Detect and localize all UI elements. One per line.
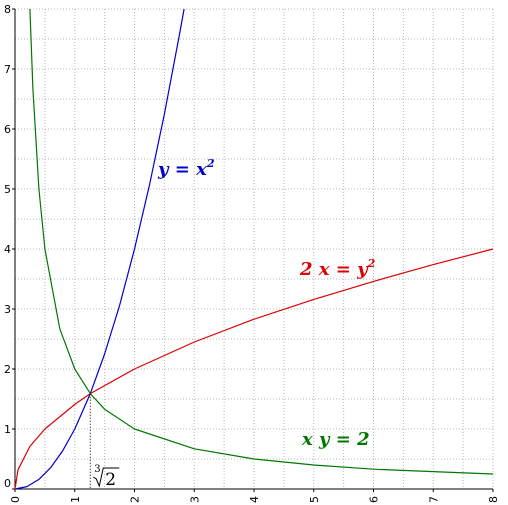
x-tick-label: 7 xyxy=(427,496,440,503)
y-tick-label: 6 xyxy=(4,123,11,136)
y-tick-label: 1 xyxy=(4,423,11,436)
series-line-0 xyxy=(14,8,185,490)
x-tick-label: 6 xyxy=(368,496,381,503)
series-label-exponent: 2 xyxy=(367,257,376,270)
x-tick-label: 5 xyxy=(308,496,321,503)
curves xyxy=(14,8,494,490)
cbrt-index: 3 xyxy=(94,464,100,475)
y-tick-label: 3 xyxy=(4,303,11,316)
series-label-2: x y = 2 xyxy=(301,429,370,450)
x-tick-label: 4 xyxy=(248,496,261,503)
axes xyxy=(12,8,494,492)
y-tick-label: 2 xyxy=(4,363,11,376)
y-tick-label: 8 xyxy=(4,3,11,16)
y-tick-label: 4 xyxy=(4,243,11,256)
x-tick-label: 8 xyxy=(487,496,500,503)
series-label-text: 2 x = y xyxy=(299,259,369,280)
x-tick-label: 2 xyxy=(129,496,142,503)
series-label-0: y = x2 xyxy=(157,157,215,180)
y-tick-label: 7 xyxy=(4,63,11,76)
series-label-text: y = x xyxy=(157,159,207,180)
grid xyxy=(15,8,494,489)
y-tick-label: 5 xyxy=(4,183,11,196)
series-line-2 xyxy=(29,8,494,475)
cbrt-radicand: 2 xyxy=(105,470,116,490)
radical-sign xyxy=(93,467,120,488)
series-line-1 xyxy=(14,248,494,490)
series-label-exponent: 2 xyxy=(206,157,215,170)
y-tick-label: 0 xyxy=(4,477,11,490)
x-tick-label: 3 xyxy=(188,496,201,503)
x-tick-label: 0 xyxy=(9,496,22,503)
curve-labels: y = x22 x = y2x y = 2 xyxy=(157,157,376,450)
series-label-1: 2 x = y2 xyxy=(299,257,376,280)
annotations: 32 xyxy=(89,393,120,490)
x-tick-label: 1 xyxy=(69,496,82,503)
